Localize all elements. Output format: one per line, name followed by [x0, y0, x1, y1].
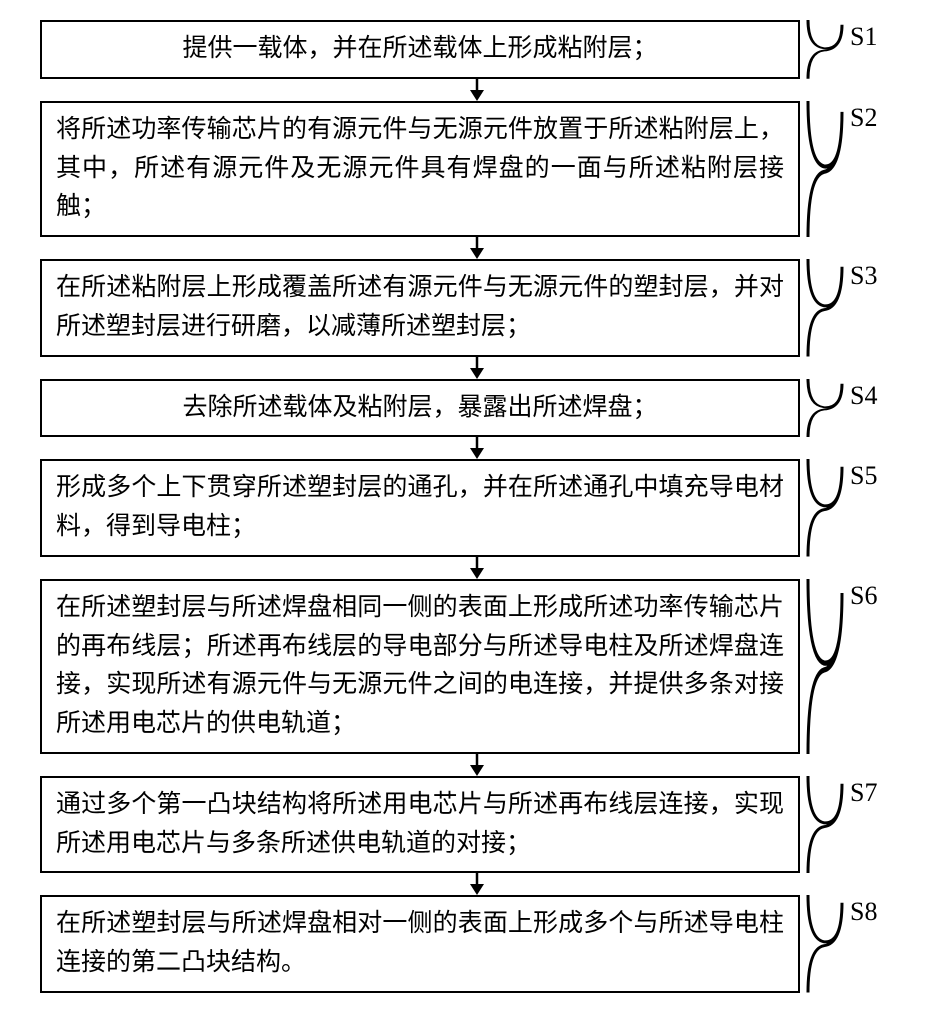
step-box-s8: 在所述塑封层与所述焊盘相对一侧的表面上形成多个与所述导电柱连接的第二凸块结构。	[40, 895, 800, 993]
step-brace-wrap: S7	[800, 776, 910, 874]
flow-step: 去除所述载体及粘附层，暴露出所述焊盘； S4	[40, 379, 913, 438]
brace-icon	[806, 259, 844, 357]
flow-step: 在所述粘附层上形成覆盖所述有源元件与无源元件的塑封层，并对所述塑封层进行研磨，以…	[40, 259, 913, 357]
arrow-down-icon	[97, 873, 857, 895]
arrow-down-icon	[97, 557, 857, 579]
flow-step: 形成多个上下贯穿所述塑封层的通孔，并在所述通孔中填充导电材料，得到导电柱； S5	[40, 459, 913, 557]
step-brace-wrap: S2	[800, 101, 910, 237]
brace-icon	[806, 101, 844, 237]
step-label: S3	[850, 261, 877, 291]
step-text: 将所述功率传输芯片的有源元件与无源元件放置于所述粘附层上，其中，所述有源元件及无…	[56, 116, 784, 221]
brace-icon	[806, 776, 844, 874]
flow-step: 提供一载体，并在所述载体上形成粘附层； S1	[40, 20, 913, 79]
step-brace-wrap: S8	[800, 895, 910, 993]
step-text: 去除所述载体及粘附层，暴露出所述焊盘；	[182, 394, 657, 421]
flow-step: 在所述塑封层与所述焊盘相同一侧的表面上形成所述功率传输芯片的再布线层；所述再布线…	[40, 579, 913, 754]
step-box-s4: 去除所述载体及粘附层，暴露出所述焊盘；	[40, 379, 800, 438]
step-text: 提供一载体，并在所述载体上形成粘附层；	[182, 35, 657, 62]
arrow-down-icon	[97, 237, 857, 259]
step-brace-wrap: S3	[800, 259, 910, 357]
step-brace-wrap: S6	[800, 579, 910, 754]
step-text: 在所述塑封层与所述焊盘相同一侧的表面上形成所述功率传输芯片的再布线层；所述再布线…	[56, 594, 784, 737]
step-box-s5: 形成多个上下贯穿所述塑封层的通孔，并在所述通孔中填充导电材料，得到导电柱；	[40, 459, 800, 557]
step-text: 在所述粘附层上形成覆盖所述有源元件与无源元件的塑封层，并对所述塑封层进行研磨，以…	[56, 274, 784, 340]
step-box-s2: 将所述功率传输芯片的有源元件与无源元件放置于所述粘附层上，其中，所述有源元件及无…	[40, 101, 800, 237]
flow-step: 通过多个第一凸块结构将所述用电芯片与所述再布线层连接，实现所述用电芯片与多条所述…	[40, 776, 913, 874]
arrow-down-icon	[97, 79, 857, 101]
brace-icon	[806, 20, 844, 79]
step-text: 在所述塑封层与所述焊盘相对一侧的表面上形成多个与所述导电柱连接的第二凸块结构。	[56, 910, 784, 976]
brace-icon	[806, 459, 844, 557]
step-box-s7: 通过多个第一凸块结构将所述用电芯片与所述再布线层连接，实现所述用电芯片与多条所述…	[40, 776, 800, 874]
step-label: S1	[850, 22, 877, 52]
step-label: S8	[850, 897, 877, 927]
step-label: S4	[850, 381, 877, 411]
step-text: 形成多个上下贯穿所述塑封层的通孔，并在所述通孔中填充导电材料，得到导电柱；	[56, 474, 784, 540]
brace-icon	[806, 895, 844, 993]
step-label: S7	[850, 778, 877, 808]
step-text: 通过多个第一凸块结构将所述用电芯片与所述再布线层连接，实现所述用电芯片与多条所述…	[56, 791, 784, 857]
step-box-s1: 提供一载体，并在所述载体上形成粘附层；	[40, 20, 800, 79]
step-label: S5	[850, 461, 877, 491]
arrow-down-icon	[97, 437, 857, 459]
brace-icon	[806, 379, 844, 438]
arrow-down-icon	[97, 754, 857, 776]
arrow-down-icon	[97, 357, 857, 379]
step-box-s3: 在所述粘附层上形成覆盖所述有源元件与无源元件的塑封层，并对所述塑封层进行研磨，以…	[40, 259, 800, 357]
step-label: S6	[850, 581, 877, 611]
flowchart-container: 提供一载体，并在所述载体上形成粘附层； S1 将所述功率传输芯片的有源元件与无源…	[40, 20, 913, 993]
flow-step: 在所述塑封层与所述焊盘相对一侧的表面上形成多个与所述导电柱连接的第二凸块结构。 …	[40, 895, 913, 993]
step-brace-wrap: S1	[800, 20, 910, 79]
step-brace-wrap: S5	[800, 459, 910, 557]
step-brace-wrap: S4	[800, 379, 910, 438]
step-label: S2	[850, 103, 877, 133]
step-box-s6: 在所述塑封层与所述焊盘相同一侧的表面上形成所述功率传输芯片的再布线层；所述再布线…	[40, 579, 800, 754]
flow-step: 将所述功率传输芯片的有源元件与无源元件放置于所述粘附层上，其中，所述有源元件及无…	[40, 101, 913, 237]
brace-icon	[806, 579, 844, 754]
